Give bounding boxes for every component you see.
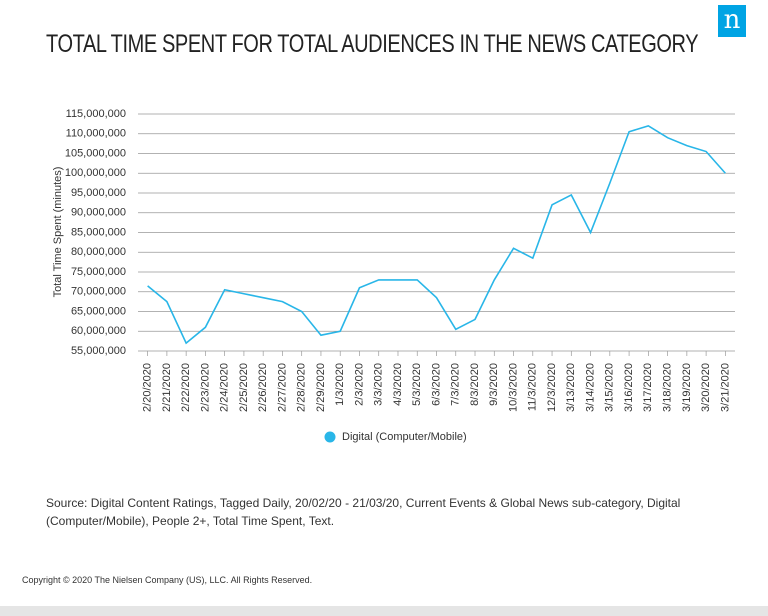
y-tick-label: 90,000,000 <box>71 207 126 219</box>
y-axis-label: Total Time Spent (minutes) <box>52 167 64 298</box>
y-tick-label: 65,000,000 <box>71 305 126 317</box>
x-tick-label: 3/18/2020 <box>662 363 674 412</box>
x-tick-label: 2/23/2020 <box>199 363 211 412</box>
x-tick-label: 3/3/2020 <box>373 363 385 406</box>
y-tick-label: 85,000,000 <box>71 226 126 238</box>
y-tick-label: 60,000,000 <box>71 325 126 337</box>
x-tick-label: 2/20/2020 <box>142 363 154 412</box>
y-tick-label: 75,000,000 <box>71 266 126 278</box>
source-note: Source: Digital Content Ratings, Tagged … <box>46 496 681 528</box>
x-tick-label: 2/29/2020 <box>315 363 327 412</box>
x-tick-label: 2/22/2020 <box>180 363 192 412</box>
y-tick-label: 70,000,000 <box>71 286 126 298</box>
x-tick-label: 2/3/2020 <box>353 363 365 406</box>
x-tick-label: 3/13/2020 <box>565 363 577 412</box>
y-tick-label: 105,000,000 <box>65 147 126 159</box>
x-tick-label: 2/26/2020 <box>257 363 269 412</box>
x-tick-label: 2/24/2020 <box>219 363 231 412</box>
y-tick-label: 55,000,000 <box>71 345 126 357</box>
x-tick-label: 2/25/2020 <box>238 363 250 412</box>
y-tick-label: 80,000,000 <box>71 246 126 258</box>
legend-label: Digital (Computer/Mobile) <box>342 431 467 443</box>
x-tick-label: 3/17/2020 <box>642 363 654 412</box>
x-tick-label: 2/27/2020 <box>276 363 288 412</box>
logo: n <box>718 5 746 37</box>
footer-strip <box>0 606 768 616</box>
x-tick-label: 4/3/2020 <box>392 363 404 406</box>
x-tick-label: 9/3/2020 <box>488 363 500 406</box>
chart-title: TOTAL TIME SPENT FOR TOTAL AUDIENCES IN … <box>46 30 699 58</box>
x-tick-label: 8/3/2020 <box>469 363 481 406</box>
x-tick-label: 10/3/2020 <box>507 363 519 412</box>
x-tick-label: 3/16/2020 <box>623 363 635 412</box>
x-tick-label: 7/3/2020 <box>450 363 462 406</box>
x-tick-label: 12/3/2020 <box>546 363 558 412</box>
x-tick-label: 11/3/2020 <box>527 363 539 411</box>
x-tick-label: 3/14/2020 <box>584 363 596 412</box>
x-tick-label: 5/3/2020 <box>411 363 423 406</box>
x-tick-label: 3/19/2020 <box>681 363 693 412</box>
legend-marker <box>324 431 336 443</box>
x-tick-label: 6/3/2020 <box>430 363 442 406</box>
y-tick-label: 100,000,000 <box>65 167 126 179</box>
x-tick-label: 2/21/2020 <box>161 363 173 412</box>
y-tick-label: 110,000,000 <box>66 128 126 140</box>
x-tick-label: 3/15/2020 <box>604 363 616 412</box>
x-tick-label: 3/20/2020 <box>700 363 712 412</box>
data-line <box>147 124 726 345</box>
x-tick-label: 2/28/2020 <box>296 363 308 412</box>
y-tick-label: 115,000,000 <box>66 108 126 120</box>
x-tick-label: 1/3/2020 <box>334 363 346 406</box>
x-tick-label: 3/21/2020 <box>719 363 731 412</box>
y-tick-label: 95,000,000 <box>71 187 126 199</box>
copyright: Copyright © 2020 The Nielsen Company (US… <box>22 575 313 585</box>
